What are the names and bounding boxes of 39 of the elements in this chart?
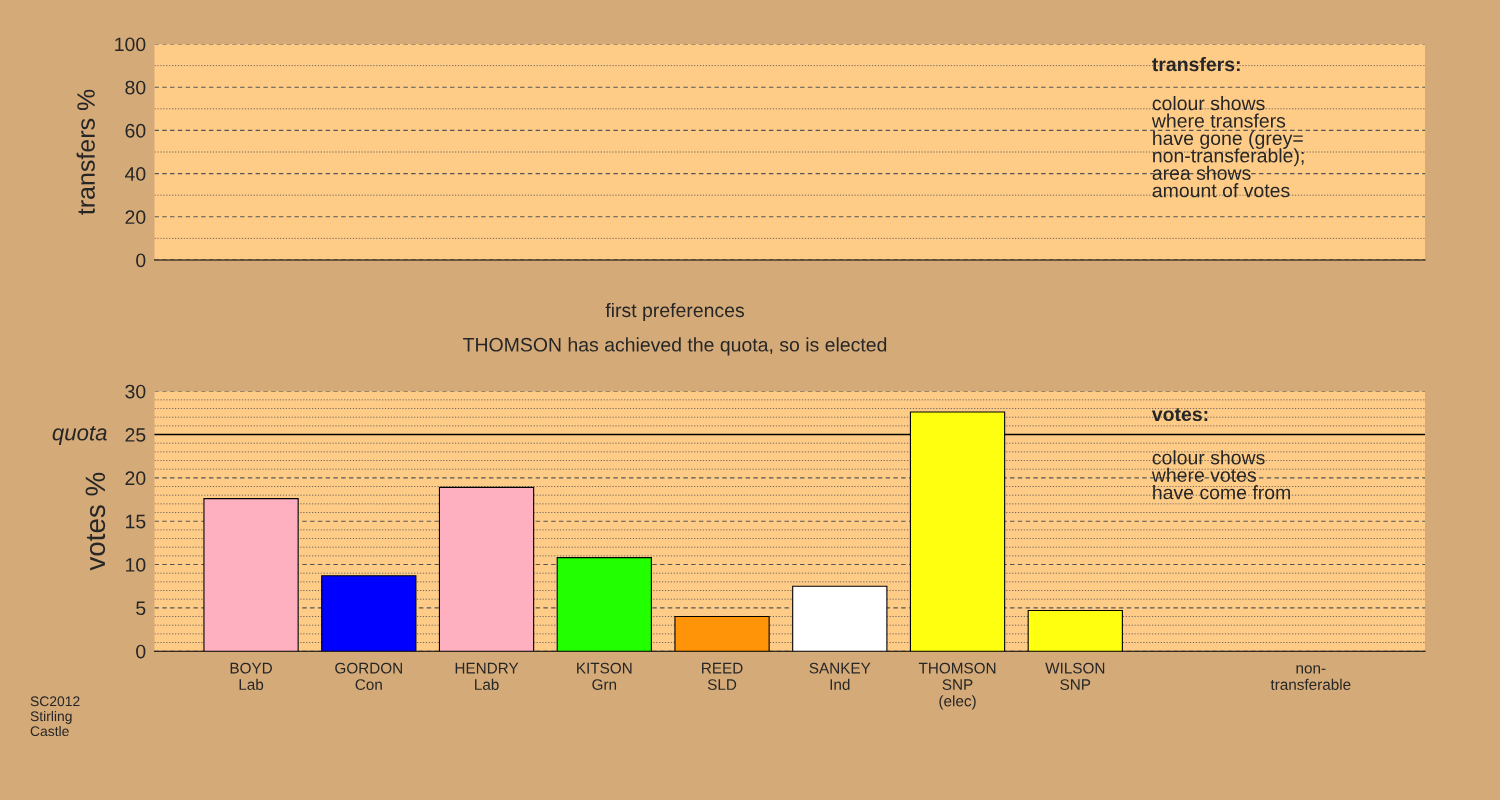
y-tick-label: 80 <box>125 80 146 95</box>
x-tick-label: REED SLD <box>702 662 743 690</box>
y-tick-label: 100 <box>115 37 146 52</box>
bar <box>792 585 888 652</box>
y-tick-label: 40 <box>124 167 146 181</box>
y-tick-label: 20 <box>125 210 146 225</box>
y-tick-label: 30 <box>125 384 146 399</box>
chart-subtitle: THOMSON has achieved the quota, so is elected <box>463 337 887 356</box>
annotation: colour shows where transfers have gone (grey= non-transferable); area shows amount of votes <box>1151 95 1304 198</box>
bar <box>674 615 770 652</box>
x-tick-label: GORDON Con <box>335 662 402 690</box>
y-tick-label: 5 <box>136 601 146 616</box>
y-tick-label: 0 <box>136 253 146 268</box>
y-tick-label: 0 <box>136 644 146 659</box>
x-tick-label: WILSON SNP <box>1045 662 1105 690</box>
text: SC2012 Stirling Castle <box>30 696 80 737</box>
x-tick-label: KITSON Grn <box>577 662 632 690</box>
x-tick-label: HENDRY Lab <box>455 662 519 690</box>
annotation: transfers: <box>1152 56 1240 72</box>
x-tick-label: BOYD Lab <box>230 662 272 690</box>
x-tick-label: non- transferable <box>1270 665 1351 690</box>
bar <box>1027 609 1123 652</box>
bar <box>203 498 299 652</box>
y-tick-label: 60 <box>125 123 146 138</box>
y-tick-label: 15 <box>126 514 146 529</box>
y-tick-label: 25 <box>125 428 146 442</box>
annotation: colour shows where votes have come from <box>1151 450 1290 500</box>
annotation: votes: <box>1151 408 1208 422</box>
bar <box>556 557 652 652</box>
y-tick-label: 10 <box>126 558 146 572</box>
chart-title: first preferences <box>605 302 745 322</box>
bar <box>438 486 535 652</box>
x-tick-label: SANKEY Ind <box>809 662 871 690</box>
x-tick-label: THOMSON SNP (elec) <box>918 662 996 710</box>
y-tick-label: 20 <box>125 471 146 486</box>
y-axis-title: transfers % <box>76 89 95 215</box>
bar <box>321 575 417 652</box>
ref-line-label: quota <box>52 425 107 445</box>
y-axis-title: votes % <box>85 472 106 571</box>
